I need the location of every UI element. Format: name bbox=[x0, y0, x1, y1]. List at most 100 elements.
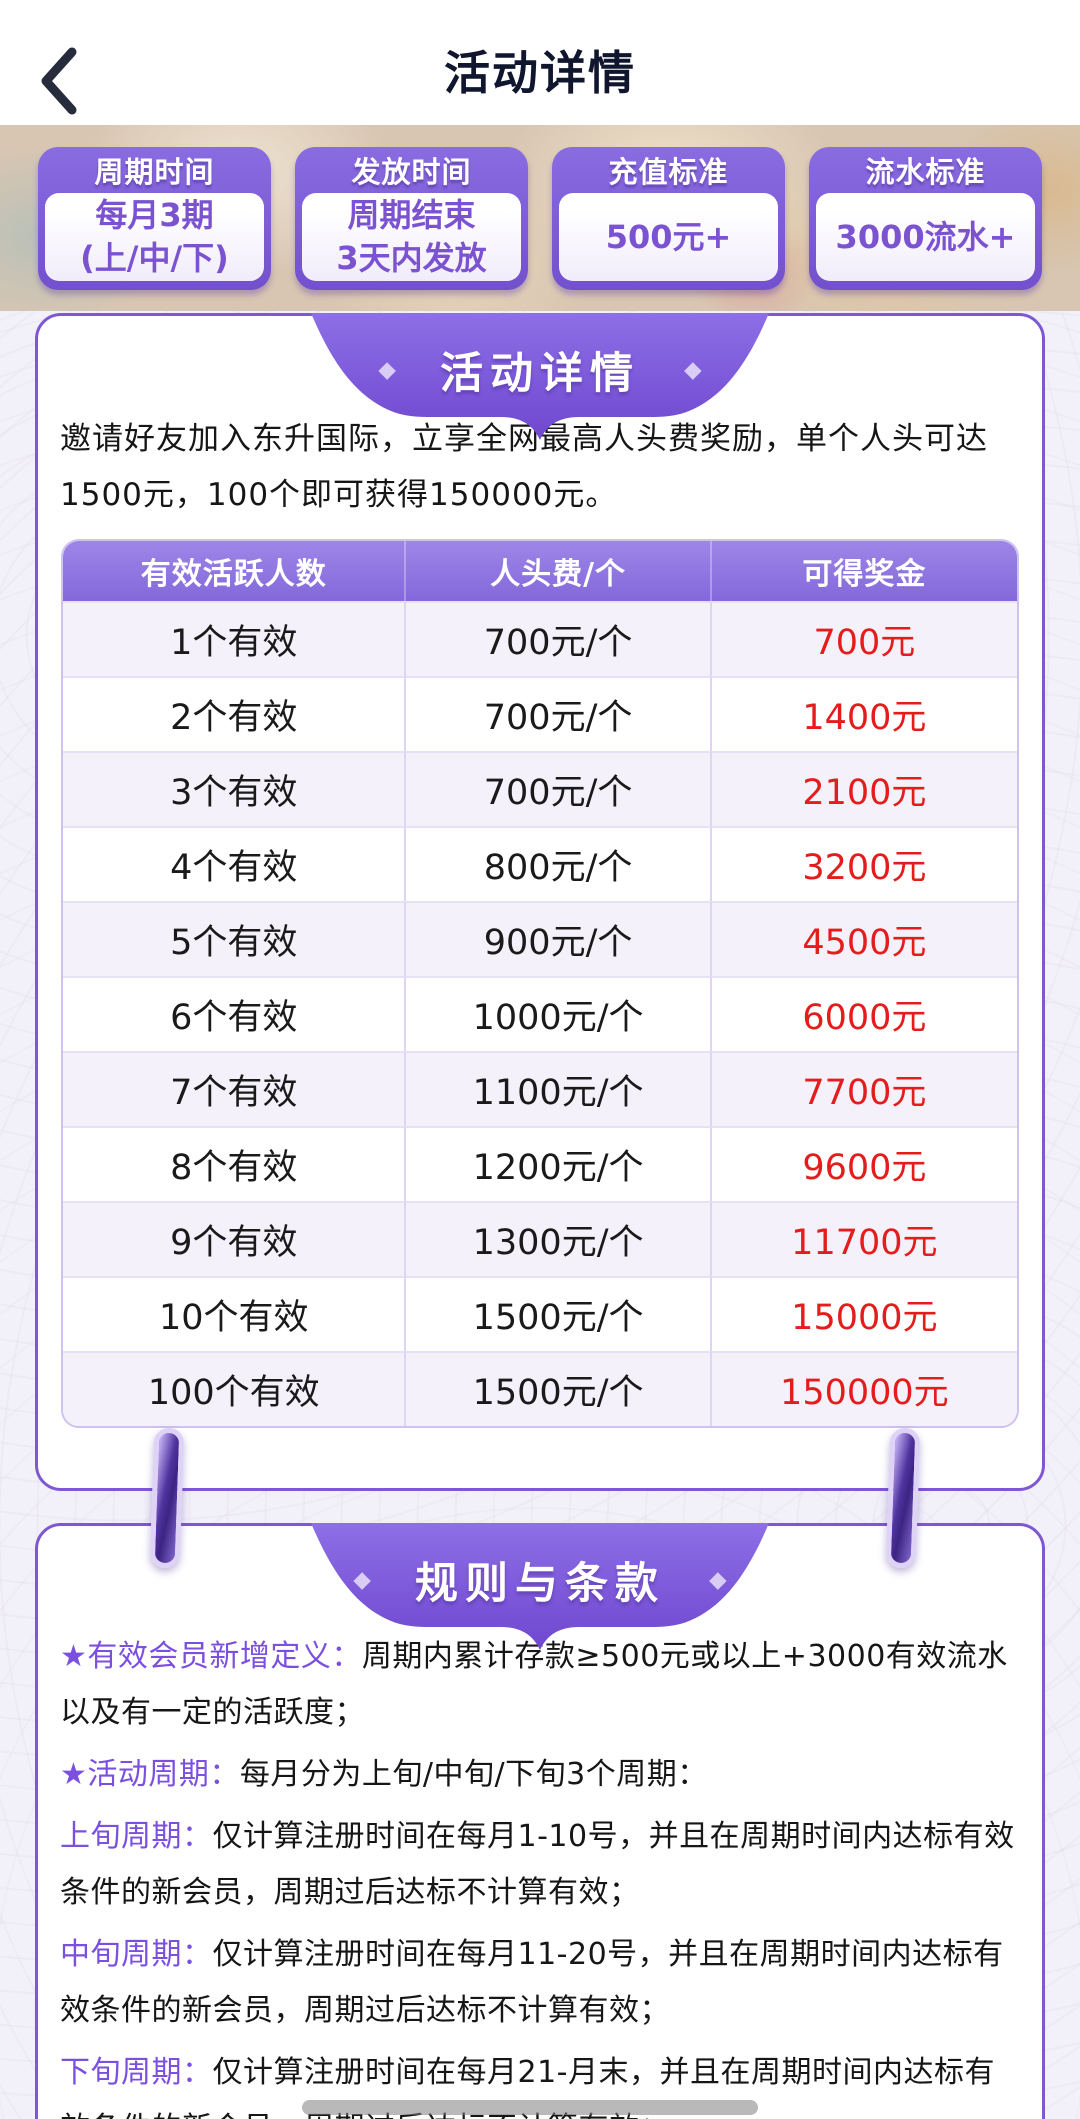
rule-label: 中旬周期： bbox=[60, 1937, 213, 1972]
summary-card-header: 流水标准 bbox=[865, 155, 986, 189]
ribbon-shape bbox=[311, 313, 769, 440]
table-row: 9个有效 1300元/个 11700元 bbox=[63, 1201, 1017, 1276]
summary-card-value-line1: 3000流水+ bbox=[835, 217, 1016, 256]
cell-price-per: 700元/个 bbox=[406, 601, 712, 676]
binder-ring-left bbox=[149, 1427, 185, 1569]
rewards-table: 有效活跃人数 人头费/个 可得奖金 1个有效 700元/个 700元 2个有效 … bbox=[61, 539, 1019, 1428]
cell-reward: 7700元 bbox=[711, 1051, 1017, 1126]
binder-ring-right bbox=[885, 1427, 921, 1569]
rewards-table-header: 有效活跃人数 人头费/个 可得奖金 bbox=[63, 541, 1017, 601]
cell-price-per: 900元/个 bbox=[406, 901, 712, 976]
header-valid-count: 有效活跃人数 bbox=[63, 541, 407, 601]
rule-item: ★活动周期：每月分为上旬/中旬/下旬3个周期： bbox=[60, 1747, 1020, 1803]
summary-card: 充值标准 500元+ bbox=[552, 147, 785, 290]
rules-ribbon-title: 规则与条款 bbox=[415, 1559, 665, 1609]
summary-card-body: 周期结束 3天内发放 bbox=[302, 193, 521, 281]
cell-valid-count: 1个有效 bbox=[63, 601, 407, 676]
cell-valid-count: 8个有效 bbox=[63, 1126, 407, 1201]
diamond-icon: ◆ bbox=[378, 357, 396, 383]
rule-text: 仅计算注册时间在每月11-20号，并且在周期时间内达标有效条件的新会员，周期过后… bbox=[60, 1937, 1004, 2028]
cell-price-per: 700元/个 bbox=[406, 751, 712, 826]
page-title: 活动详情 bbox=[444, 45, 636, 100]
cell-price-per: 700元/个 bbox=[406, 676, 712, 751]
cell-valid-count: 3个有效 bbox=[63, 751, 407, 826]
diamond-icon: ◆ bbox=[709, 1567, 727, 1593]
summary-card-body: 500元+ bbox=[559, 193, 778, 281]
cell-price-per: 1500元/个 bbox=[406, 1276, 712, 1351]
cell-valid-count: 5个有效 bbox=[63, 901, 407, 976]
intro-text: 邀请好友加入东升国际，立享全网最高人头费奖励，单个人头可达1500元，100个即… bbox=[60, 421, 988, 513]
rule-text: 仅计算注册时间在每月1-10号，并且在周期时间内达标有效条件的新会员，周期过后达… bbox=[60, 1819, 1015, 1910]
summary-card-value-line1: 周期结束 bbox=[347, 196, 476, 234]
table-row: 2个有效 700元/个 1400元 bbox=[63, 676, 1017, 751]
back-button[interactable] bbox=[30, 44, 86, 120]
table-row: 3个有效 700元/个 2100元 bbox=[63, 751, 1017, 826]
cell-reward: 11700元 bbox=[711, 1201, 1017, 1276]
cell-valid-count: 10个有效 bbox=[63, 1276, 407, 1351]
cell-valid-count: 2个有效 bbox=[63, 676, 407, 751]
table-row: 1个有效 700元/个 700元 bbox=[63, 601, 1017, 676]
detail-ribbon: ◆ 活动详情 ◆ bbox=[305, 313, 775, 445]
rule-text: 仅计算注册时间在每月21-月末，并且在周期时间内达标有效条件的新会员，周期过后达… bbox=[60, 2055, 995, 2119]
hero-banner: 周期时间 每月3期 (上/中/下) 发放时间 周期结束 3天内发放 充值标准 5… bbox=[0, 125, 1080, 311]
app-bar: 活动详情 bbox=[0, 0, 1080, 125]
cell-reward: 700元 bbox=[711, 601, 1017, 676]
rule-label: ★活动周期： bbox=[60, 1757, 240, 1792]
rule-label: 下旬周期： bbox=[60, 2055, 213, 2090]
summary-card-header: 周期时间 bbox=[94, 155, 215, 189]
cell-reward: 6000元 bbox=[711, 976, 1017, 1051]
table-row: 100个有效 1500元/个 150000元 bbox=[63, 1351, 1017, 1426]
rule-text: 周期内累计存款≥500元或以上+3000有效流水以及有一定的活跃度； bbox=[60, 1639, 1008, 1730]
cell-reward: 9600元 bbox=[711, 1126, 1017, 1201]
cell-reward: 150000元 bbox=[711, 1351, 1017, 1426]
summary-card-value-line1: 每月3期 bbox=[95, 196, 214, 234]
table-row: 7个有效 1100元/个 7700元 bbox=[63, 1051, 1017, 1126]
rule-label: ★有效会员新增定义： bbox=[60, 1639, 362, 1674]
cell-price-per: 1200元/个 bbox=[406, 1126, 712, 1201]
cell-reward: 3200元 bbox=[711, 826, 1017, 901]
table-row: 4个有效 800元/个 3200元 bbox=[63, 826, 1017, 901]
header-reward: 可得奖金 bbox=[711, 541, 1017, 601]
cell-reward: 15000元 bbox=[711, 1276, 1017, 1351]
table-row: 5个有效 900元/个 4500元 bbox=[63, 901, 1017, 976]
table-row: 6个有效 1000元/个 6000元 bbox=[63, 976, 1017, 1051]
table-row: 8个有效 1200元/个 9600元 bbox=[63, 1126, 1017, 1201]
cell-reward: 1400元 bbox=[711, 676, 1017, 751]
rules-list: ★有效会员新增定义：周期内累计存款≥500元或以上+3000有效流水以及有一定的… bbox=[60, 1629, 1020, 2119]
header-price-per: 人头费/个 bbox=[406, 541, 712, 601]
rule-item: ★有效会员新增定义：周期内累计存款≥500元或以上+3000有效流水以及有一定的… bbox=[60, 1629, 1020, 1741]
summary-card-body: 3000流水+ bbox=[816, 193, 1035, 281]
cell-price-per: 800元/个 bbox=[406, 826, 712, 901]
cell-valid-count: 4个有效 bbox=[63, 826, 407, 901]
summary-card-header: 发放时间 bbox=[351, 155, 472, 189]
cell-price-per: 1500元/个 bbox=[406, 1351, 712, 1426]
summary-card-value-line2: (上/中/下) bbox=[80, 239, 229, 277]
cell-valid-count: 7个有效 bbox=[63, 1051, 407, 1126]
cell-price-per: 1100元/个 bbox=[406, 1051, 712, 1126]
activity-detail-panel: ◆ 活动详情 ◆ 邀请好友加入东升国际，立享全网最高人头费奖励，单个人头可达15… bbox=[35, 313, 1045, 1491]
cell-valid-count: 6个有效 bbox=[63, 976, 407, 1051]
summary-card: 流水标准 3000流水+ bbox=[809, 147, 1042, 290]
summary-card-value-line2: 3天内发放 bbox=[336, 239, 487, 277]
chevron-left-icon bbox=[36, 46, 80, 119]
detail-ribbon-title: 活动详情 bbox=[440, 349, 640, 399]
rules-ribbon: ◆ 规则与条款 ◆ bbox=[305, 1523, 775, 1655]
cell-price-per: 1300元/个 bbox=[406, 1201, 712, 1276]
summary-card-value-line1: 500元+ bbox=[605, 217, 732, 256]
cell-reward: 4500元 bbox=[711, 901, 1017, 976]
summary-card-body: 每月3期 (上/中/下) bbox=[45, 193, 264, 281]
ribbon-shape bbox=[311, 1523, 769, 1650]
summary-card: 发放时间 周期结束 3天内发放 bbox=[295, 147, 528, 290]
rule-item: 上旬周期：仅计算注册时间在每月1-10号，并且在周期时间内达标有效条件的新会员，… bbox=[60, 1809, 1020, 1921]
summary-card: 周期时间 每月3期 (上/中/下) bbox=[38, 147, 271, 290]
rewards-table-body: 1个有效 700元/个 700元 2个有效 700元/个 1400元 3个有效 … bbox=[63, 601, 1017, 1426]
cell-reward: 2100元 bbox=[711, 751, 1017, 826]
rule-item: 中旬周期：仅计算注册时间在每月11-20号，并且在周期时间内达标有效条件的新会员… bbox=[60, 1927, 1020, 2039]
table-row: 10个有效 1500元/个 15000元 bbox=[63, 1276, 1017, 1351]
diamond-icon: ◆ bbox=[684, 357, 702, 383]
summary-cards-row: 周期时间 每月3期 (上/中/下) 发放时间 周期结束 3天内发放 充值标准 5… bbox=[0, 147, 1080, 290]
scrollbar-thumb[interactable] bbox=[302, 2100, 758, 2115]
cell-valid-count: 100个有效 bbox=[63, 1351, 407, 1426]
summary-card-header: 充值标准 bbox=[608, 155, 729, 189]
